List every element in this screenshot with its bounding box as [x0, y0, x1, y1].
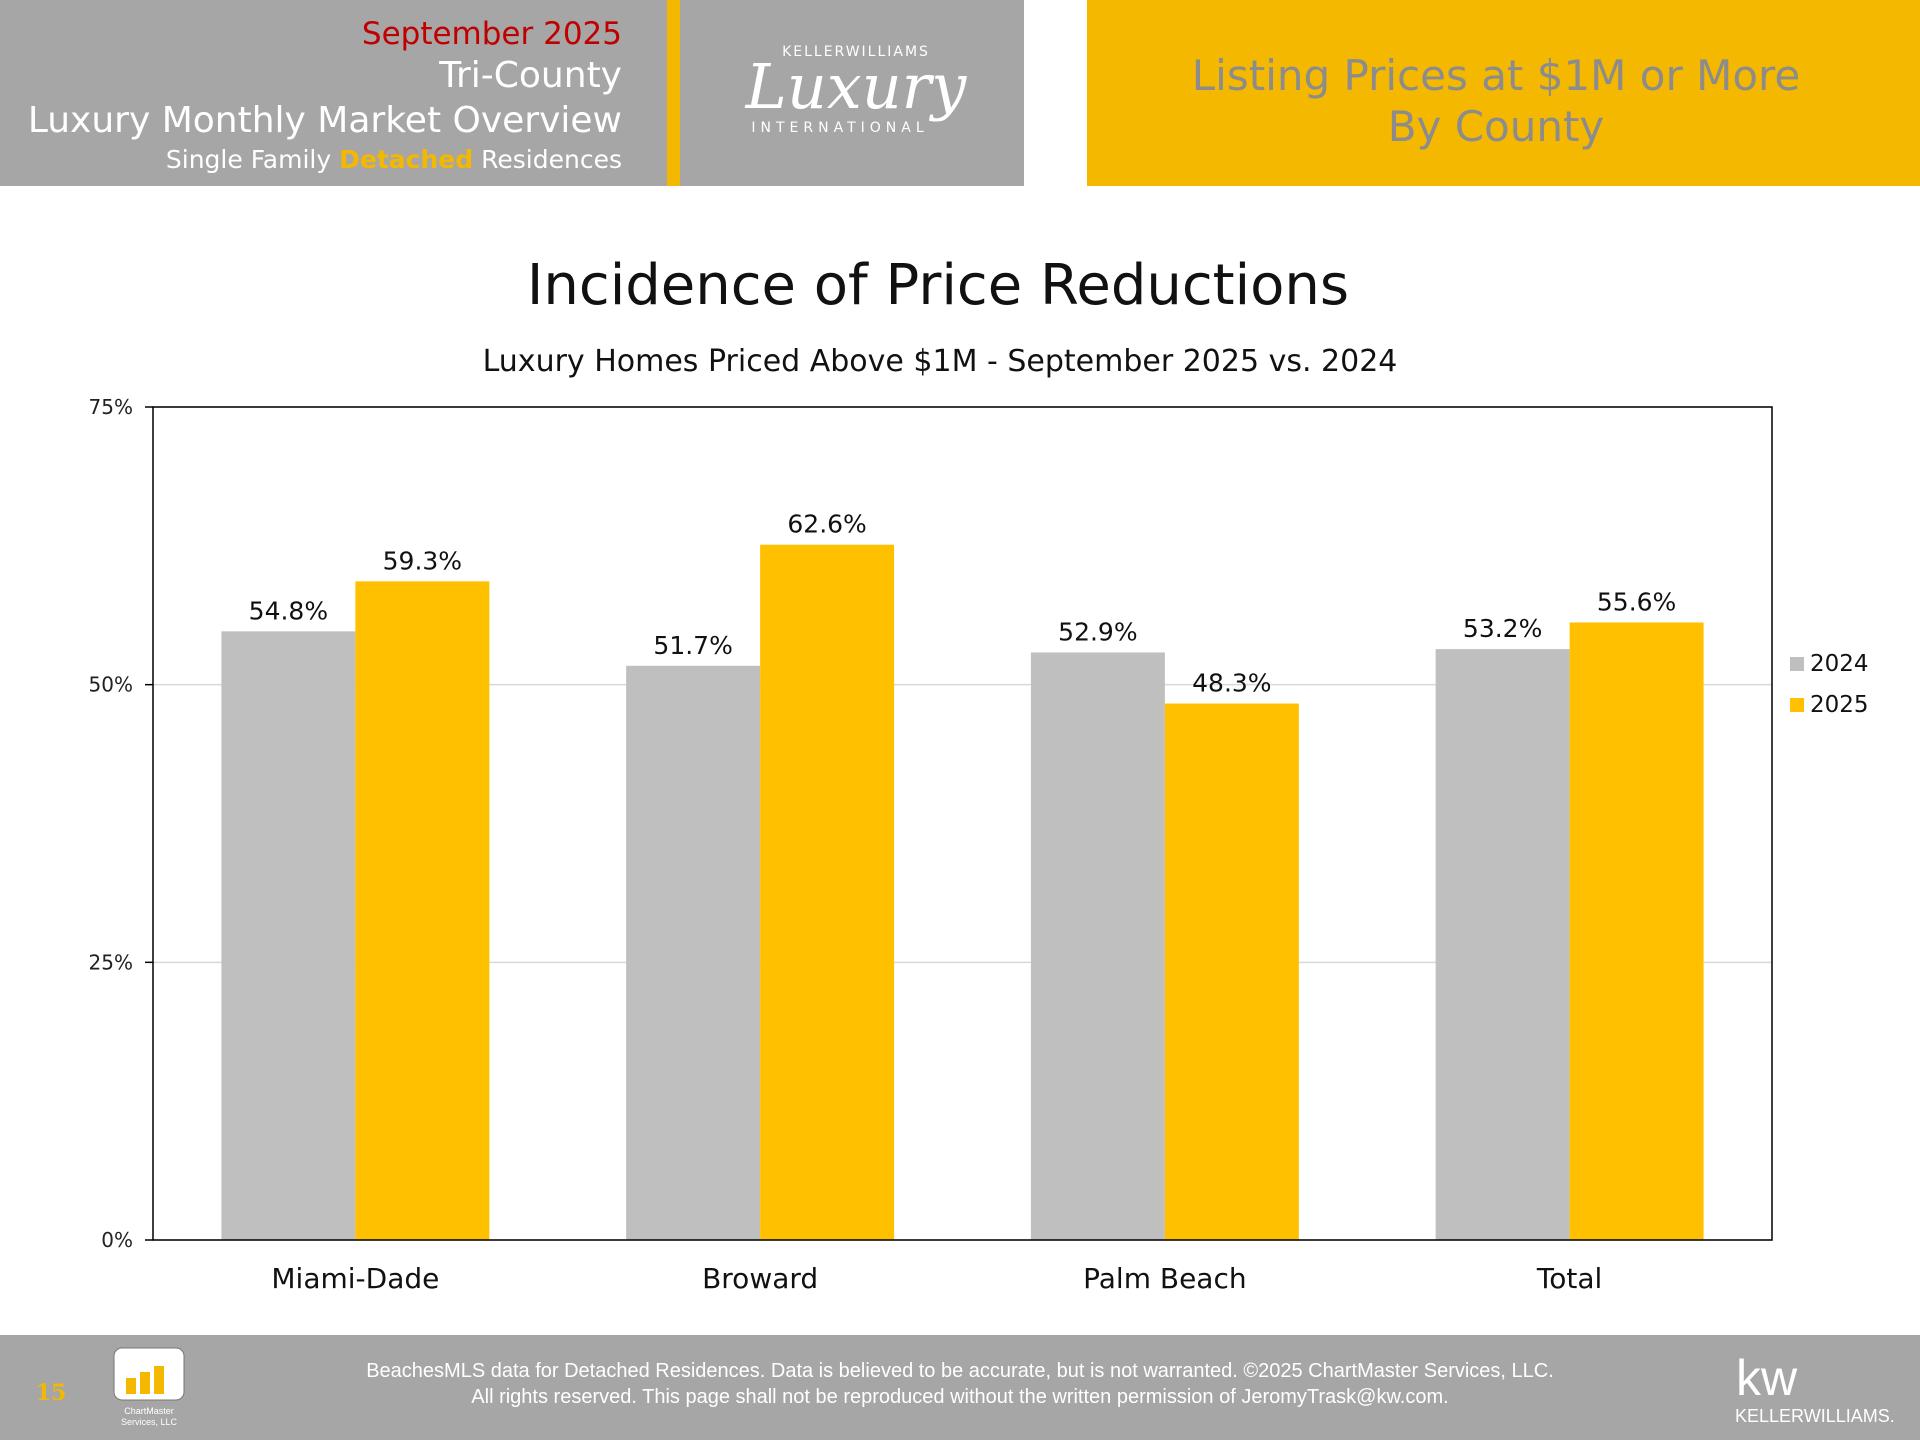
chart-subtitle: Luxury Homes Priced Above $1M - Septembe… — [483, 344, 1398, 379]
x-tick-label: Miami-Dade — [271, 1262, 439, 1295]
plot: 0% 25% 50% 75% Miami-Dade 54.8% 59.3% Broward 51… — [89, 395, 1869, 1295]
segment-part: Residences — [481, 145, 622, 174]
page-number: 15 — [36, 1380, 67, 1406]
badge-icon-bar — [126, 1378, 136, 1394]
badge-text: Services, LLC — [121, 1417, 178, 1427]
banner-line: Listing Prices at $1M or More — [1192, 51, 1800, 100]
badge-text: ChartMaster — [124, 1406, 174, 1416]
logo-division: INTERNATIONAL — [751, 120, 928, 136]
header-report: Luxury Monthly Market Overview — [28, 100, 622, 141]
value-label: 55.6% — [1597, 587, 1676, 616]
legend-swatch — [1790, 657, 1804, 671]
header-panel — [0, 0, 1024, 186]
segment-part: Single Family — [166, 145, 331, 174]
y-tick-label: 0% — [101, 1228, 133, 1252]
value-label: 62.6% — [787, 510, 866, 539]
bar — [626, 665, 761, 1240]
value-label: 54.8% — [249, 596, 328, 625]
banner-line: By County — [1388, 102, 1605, 151]
bar — [1435, 649, 1570, 1240]
y-tick-label: 75% — [89, 395, 133, 419]
legend-swatch — [1790, 698, 1804, 712]
bar — [1164, 703, 1299, 1240]
header-divider — [667, 0, 680, 186]
header-month: September 2025 — [362, 16, 622, 52]
segment-highlight: Detached — [339, 145, 473, 174]
kw-logo-mark: kw — [1736, 1350, 1798, 1406]
x-tick-label: Palm Beach — [1083, 1262, 1246, 1295]
bar — [1569, 622, 1704, 1240]
value-label: 48.3% — [1192, 669, 1271, 698]
legend-label: 2024 — [1810, 651, 1869, 677]
banner-panel — [1087, 0, 1920, 186]
logo-brand: KELLERWILLIAMS — [782, 44, 930, 60]
value-label: 52.9% — [1058, 617, 1137, 646]
value-label: 53.2% — [1463, 614, 1542, 643]
footer-text: All rights reserved. This page shall not… — [471, 1386, 1448, 1408]
value-label: 59.3% — [383, 546, 462, 575]
badge-icon-bar — [140, 1372, 150, 1394]
footer-panel — [0, 1335, 1920, 1440]
footer-text: BeachesMLS data for Detached Residences.… — [366, 1360, 1554, 1382]
y-tick-label: 50% — [89, 673, 133, 697]
bar — [355, 581, 490, 1240]
logo-script: Luxury — [745, 50, 968, 123]
kw-logo-text: KELLERWILLIAMS. — [1735, 1406, 1895, 1426]
header-segment: Single Family Detached Residences — [166, 145, 622, 174]
x-tick-label: Broward — [702, 1262, 818, 1295]
value-label: 51.7% — [653, 631, 732, 660]
bar — [1030, 652, 1165, 1240]
legend-label: 2025 — [1810, 692, 1869, 718]
plot-frame — [152, 406, 1773, 1241]
badge-icon-bar — [154, 1366, 164, 1394]
chart-title: Incidence of Price Reductions — [527, 253, 1349, 318]
bar — [221, 631, 356, 1240]
bar — [760, 544, 895, 1240]
header-region: Tri-County — [438, 55, 622, 96]
y-tick-label: 25% — [89, 950, 133, 974]
x-tick-label: Total — [1536, 1262, 1602, 1295]
